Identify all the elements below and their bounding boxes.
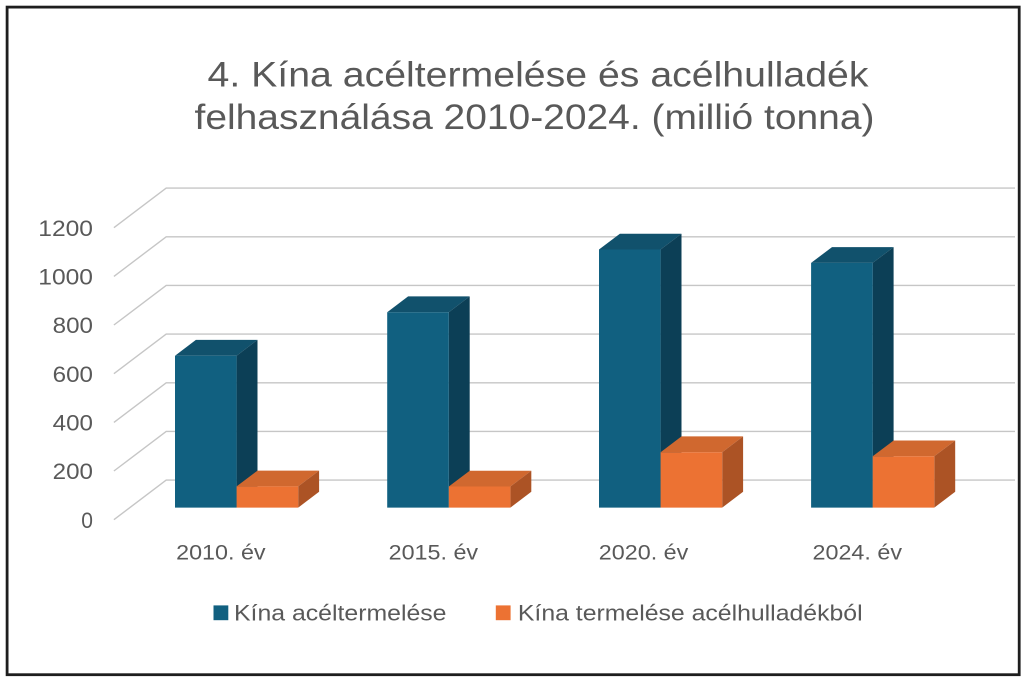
svg-text:Kína termelése acélhulladékból: Kína termelése acélhulladékból (518, 601, 863, 626)
svg-text:1000: 1000 (38, 265, 93, 290)
svg-text:Kína acéltermelése: Kína acéltermelése (234, 601, 447, 626)
svg-text:1200: 1200 (38, 216, 93, 241)
svg-text:800: 800 (53, 313, 93, 338)
svg-text:400: 400 (53, 411, 93, 436)
svg-text:2015. év: 2015. év (389, 541, 479, 565)
svg-text:2024. év: 2024. év (813, 541, 903, 565)
svg-text:felhasználása 2010-2024. (mill: felhasználása 2010-2024. (millió tonna) (195, 98, 875, 137)
svg-text:0: 0 (81, 508, 93, 533)
svg-text:2010. év: 2010. év (176, 541, 266, 565)
svg-text:2020. év: 2020. év (599, 541, 689, 565)
svg-text:600: 600 (53, 362, 93, 387)
svg-text:4. Kína acéltermelése és acélh: 4. Kína acéltermelése és acélhulladék (208, 56, 870, 95)
svg-text:200: 200 (53, 459, 93, 484)
